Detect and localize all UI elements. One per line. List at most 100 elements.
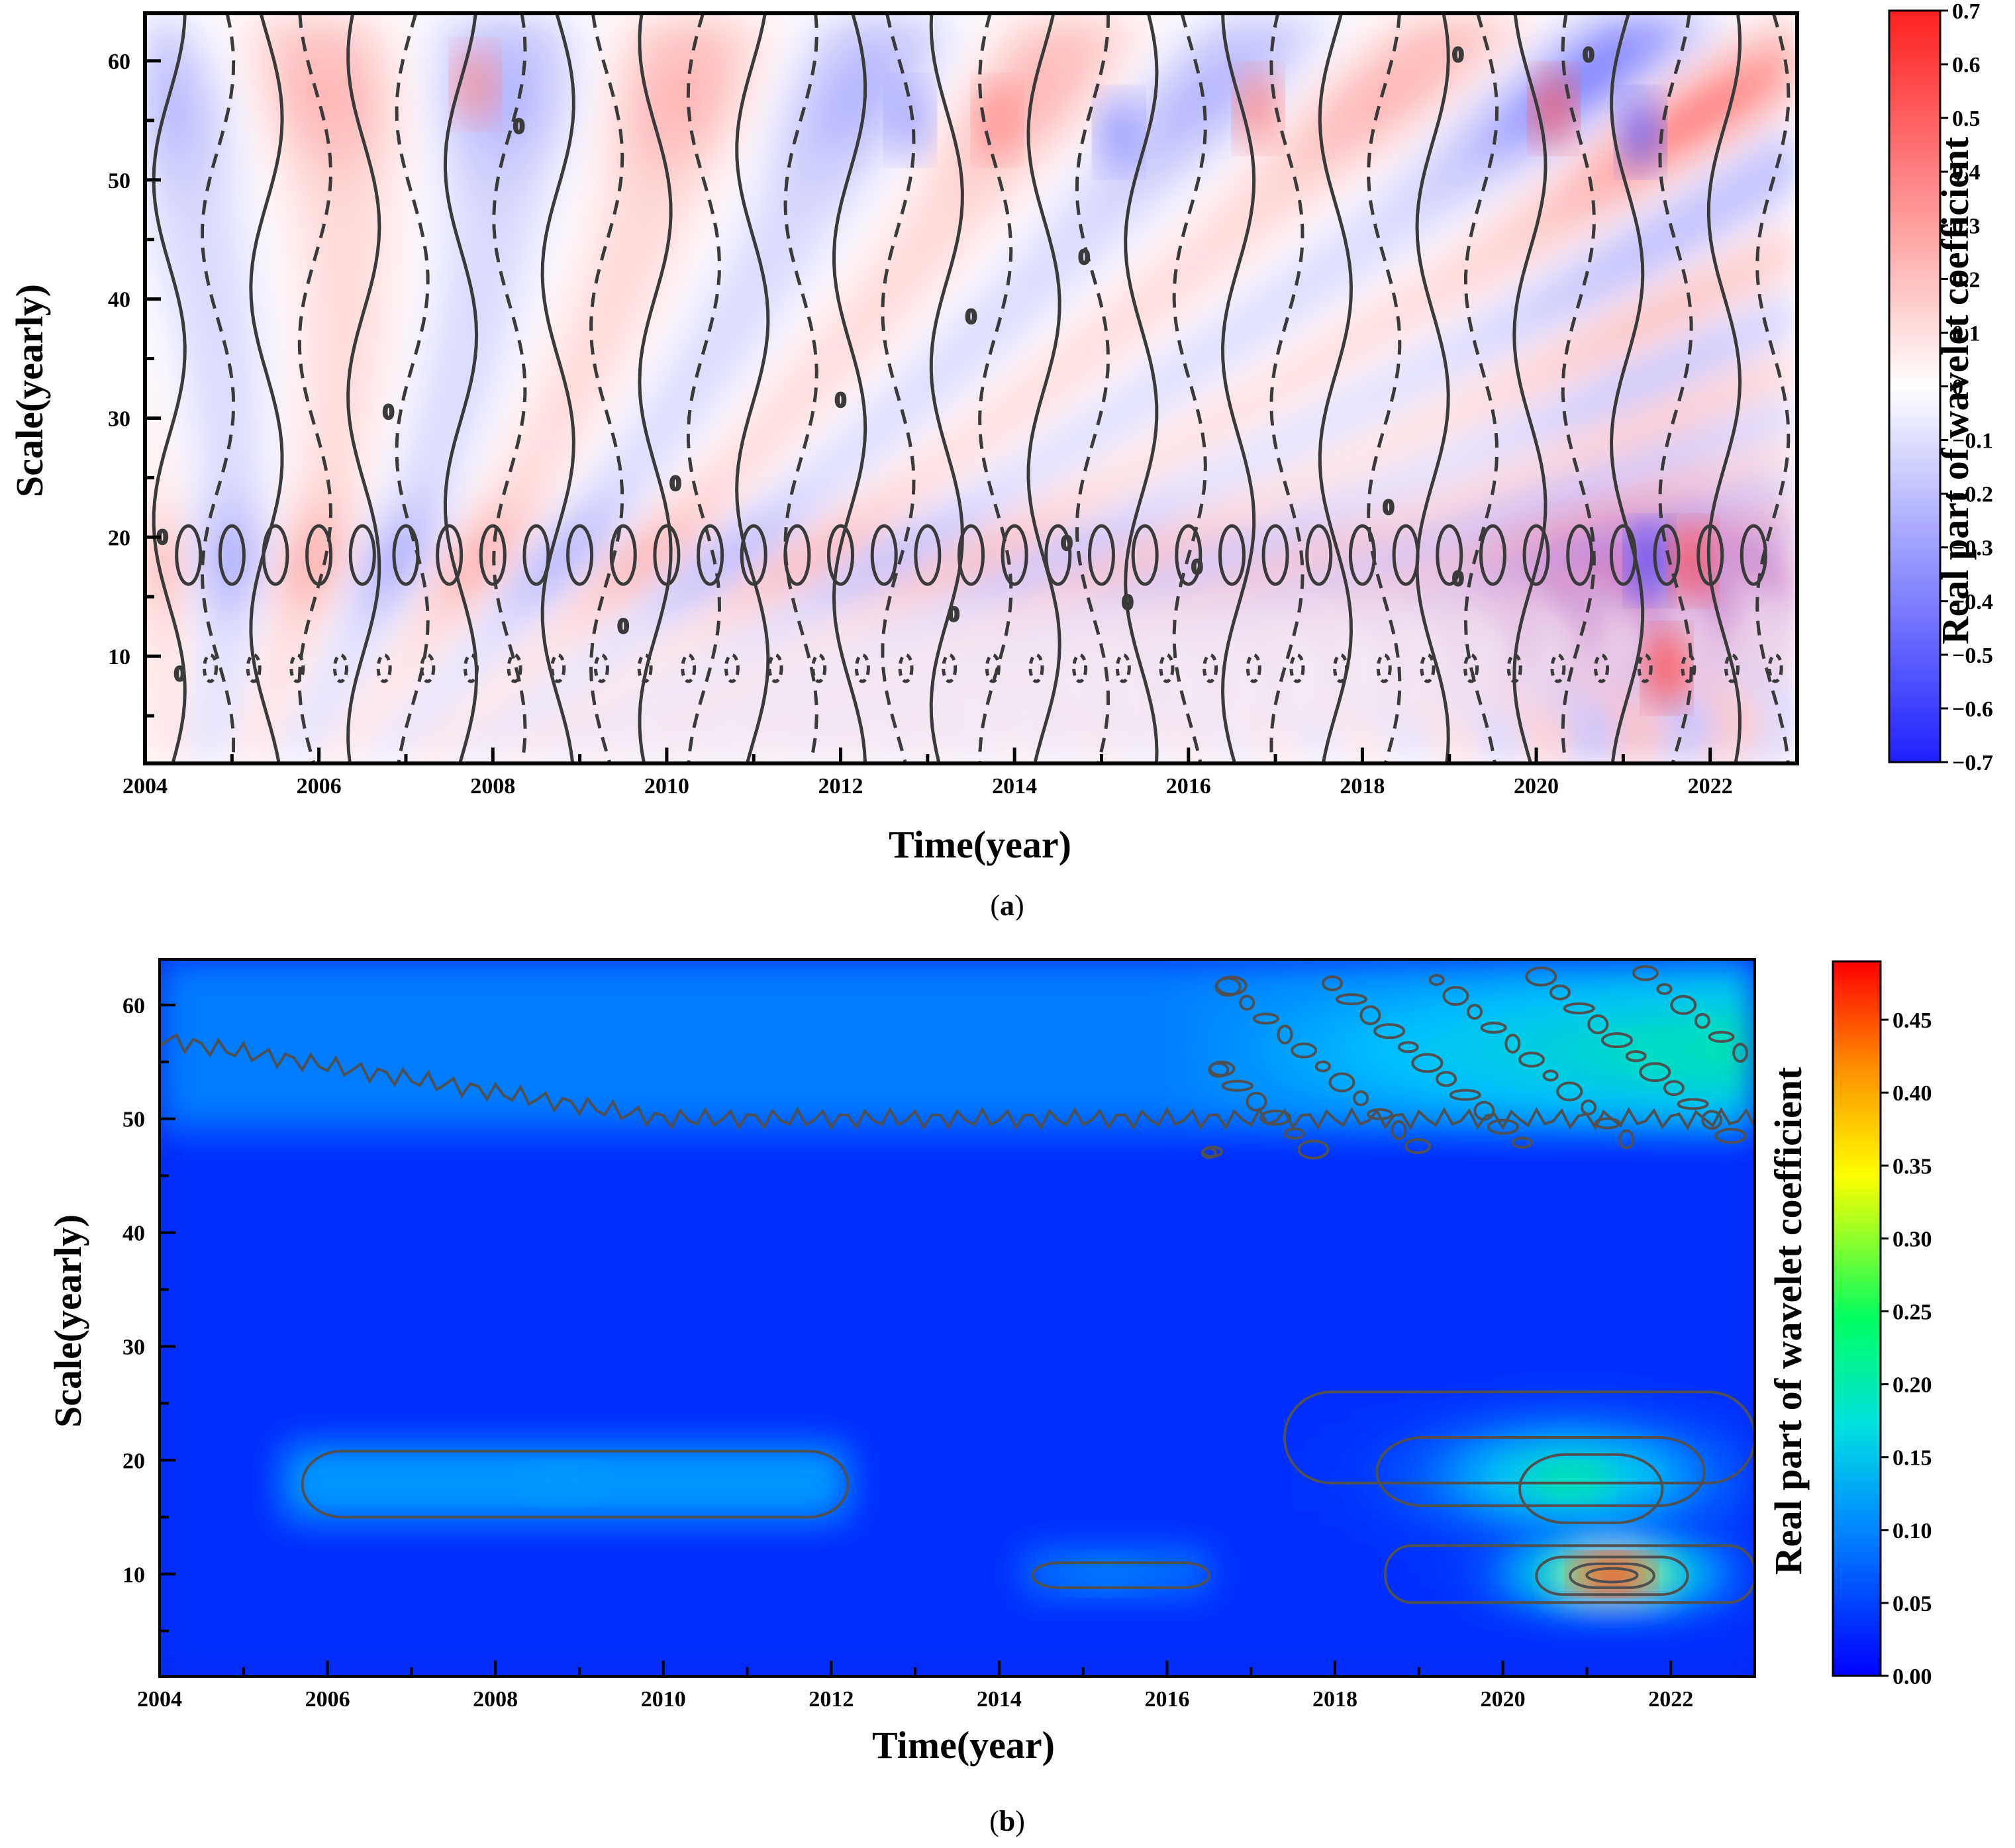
field-cell: [1549, 185, 1564, 202]
field-cell: [1081, 388, 1096, 405]
field-cell: [448, 404, 463, 420]
field-cell: [1494, 232, 1509, 249]
field-cell: [1287, 310, 1302, 327]
field-cell: [1040, 248, 1055, 264]
field-cell: [489, 404, 504, 420]
field-cell: [1687, 122, 1702, 139]
field-cell: [957, 450, 972, 467]
field-cell: [489, 107, 504, 124]
field-cell: [695, 216, 711, 233]
field-cell: [709, 263, 724, 280]
field-cell: [213, 13, 228, 30]
field-cell: [626, 404, 642, 420]
field-cell: [957, 263, 972, 280]
field-cell: [1563, 404, 1578, 420]
field-cell: [681, 326, 697, 342]
field-cell: [1108, 44, 1124, 61]
field-cell: [1273, 388, 1289, 405]
field-cell: [393, 544, 408, 561]
field-cell: [475, 138, 490, 155]
field-cell: [1591, 122, 1605, 139]
field-cell: [186, 372, 201, 389]
field-cell: [1453, 75, 1467, 93]
field-cell: [1480, 435, 1495, 452]
field-cell: [172, 122, 187, 139]
field-cell: [516, 482, 532, 499]
field-cell: [1246, 450, 1261, 467]
field-cell: [737, 497, 752, 514]
field-cell: [1301, 170, 1316, 186]
field-cell: [1494, 419, 1509, 436]
field-cell: [1549, 263, 1564, 280]
field-cell: [393, 13, 408, 30]
field-cell: [1150, 513, 1165, 530]
field-cell: [227, 263, 242, 280]
field-cell: [1549, 591, 1564, 608]
field-cell: [930, 13, 944, 30]
field-cell: [1646, 450, 1661, 467]
field-cell: [1700, 357, 1716, 373]
field-cell: [1218, 357, 1234, 373]
field-cell: [695, 388, 711, 405]
field-cell: [1370, 404, 1385, 420]
field-cell: [930, 201, 944, 217]
field-cell: [764, 279, 779, 295]
field-cell: [1067, 75, 1082, 93]
field-cell: [1081, 28, 1096, 46]
field-cell: [985, 450, 1000, 467]
field-cell: [613, 388, 628, 405]
field-cell: [1425, 75, 1440, 93]
field-cell: [379, 560, 394, 577]
field-cell: [1067, 638, 1082, 655]
field-cell: [475, 419, 490, 436]
field-cell: [1081, 357, 1096, 373]
field-cell: [1755, 170, 1771, 186]
field-cell: [407, 170, 421, 186]
field-cell: [1191, 185, 1206, 202]
field-cell: [1163, 497, 1179, 514]
field-cell: [296, 466, 311, 483]
field-cell: [1508, 91, 1523, 108]
field-cell: [626, 435, 642, 452]
field-cell: [200, 91, 215, 108]
field-cell: [379, 466, 394, 483]
field-cell: [874, 279, 889, 295]
field-cell: [227, 341, 242, 358]
field-cell: [227, 122, 242, 139]
field-cell: [338, 263, 352, 280]
field-cell: [1646, 482, 1661, 499]
field-cell: [750, 279, 765, 295]
field-cell: [462, 341, 476, 358]
field-cell: [668, 622, 683, 640]
field-cell: [558, 326, 573, 342]
field-cell: [957, 185, 972, 202]
field-cell: [1246, 638, 1261, 655]
field-cell: [186, 622, 201, 640]
field-cell: [1315, 279, 1330, 295]
field-cell: [1273, 44, 1289, 61]
field-cell: [489, 122, 504, 139]
field-cell: [681, 232, 697, 249]
field-cell: [1742, 28, 1757, 46]
field-cell: [668, 294, 683, 311]
field-cell: [571, 263, 587, 280]
field-cell: [213, 44, 228, 61]
field-cell: [668, 638, 683, 655]
field-cell: [916, 622, 931, 640]
field-cell: [186, 544, 201, 561]
field-cell: [158, 294, 173, 311]
field-cell: [930, 622, 944, 640]
field-cell: [1012, 44, 1027, 61]
field-cell: [393, 357, 408, 373]
field-cell: [420, 450, 435, 467]
field-cell: [1026, 544, 1041, 561]
field-cell: [1687, 466, 1702, 483]
field-cell: [819, 497, 834, 514]
field-cell: [613, 419, 628, 436]
field-cell: [1177, 122, 1193, 139]
field-cell: [200, 419, 215, 436]
field-cell: [1769, 44, 1785, 61]
field-cell: [530, 13, 545, 30]
field-cell: [1218, 216, 1234, 233]
field-cell: [1108, 279, 1124, 295]
